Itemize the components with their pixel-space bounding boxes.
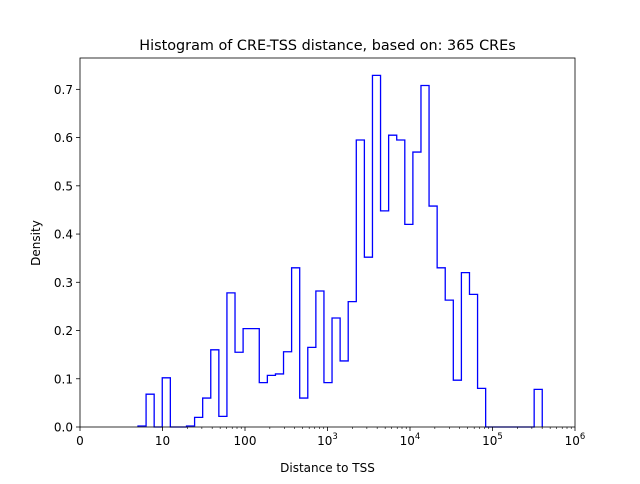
histogram-bin — [381, 211, 389, 427]
histogram-bin — [275, 374, 283, 427]
histogram-bin — [162, 378, 170, 427]
histogram-bin — [453, 380, 461, 427]
y-tick-label: 0.2 — [54, 324, 73, 338]
x-tick-label: 106 — [565, 432, 586, 448]
histogram-bin — [397, 140, 405, 427]
histogram-bin — [259, 383, 267, 427]
histogram-bin — [267, 375, 275, 427]
histogram-bin — [324, 383, 332, 427]
x-tick-label: 100 — [234, 434, 257, 448]
x-tick-label: 10 — [155, 434, 170, 448]
histogram-bin — [195, 417, 203, 427]
histogram-bin — [243, 329, 251, 427]
x-tick-label: 105 — [482, 432, 503, 448]
histogram-bin — [316, 291, 324, 427]
histogram-bin — [300, 398, 308, 427]
x-tick-label: 103 — [317, 432, 338, 448]
y-tick-label: 0.7 — [54, 83, 73, 97]
histogram-bin — [146, 394, 154, 427]
histogram-bin — [421, 85, 429, 427]
histogram-bin — [332, 318, 340, 427]
y-tick-label: 0.6 — [54, 131, 73, 145]
histogram-bin — [284, 352, 292, 427]
histogram-bin — [211, 350, 219, 427]
axes-frame — [79, 57, 576, 428]
histogram-bin — [405, 224, 413, 427]
histogram-bin — [235, 352, 243, 427]
histogram-bin — [534, 389, 542, 427]
histogram-bin — [437, 268, 445, 427]
histogram-bin — [348, 302, 356, 427]
histogram-bin — [292, 268, 300, 427]
y-tick-label: 0.1 — [54, 372, 73, 386]
y-tick-label: 0.5 — [54, 179, 73, 193]
histogram-bin — [478, 388, 486, 427]
histogram-bin — [219, 416, 227, 427]
histogram-bin — [469, 294, 477, 427]
histogram-bin — [389, 135, 397, 427]
histogram-bin — [372, 75, 380, 427]
histogram-bin — [340, 361, 348, 427]
y-tick-label: 0.4 — [54, 228, 73, 242]
histogram-bin — [461, 273, 469, 427]
histogram-step-line — [137, 74, 543, 428]
histogram-bin — [364, 257, 372, 427]
histogram-bin — [203, 398, 211, 427]
histogram-bin — [308, 347, 316, 427]
histogram-bin — [356, 140, 364, 427]
x-axis-label: Distance to TSS — [280, 461, 375, 475]
y-tick-label: 0.3 — [54, 276, 73, 290]
chart-title: Histogram of CRE-TSS distance, based on:… — [139, 38, 515, 54]
x-tick-label: 104 — [400, 432, 421, 448]
y-tick-label: 0.0 — [54, 421, 73, 435]
histogram-bin — [429, 206, 437, 427]
histogram-bin — [445, 300, 453, 427]
histogram-bin — [251, 329, 259, 427]
histogram-bin — [227, 293, 235, 427]
x-tick-label: 0 — [76, 434, 84, 448]
histogram-bin — [413, 152, 421, 427]
y-axis-label: Density — [29, 220, 43, 266]
